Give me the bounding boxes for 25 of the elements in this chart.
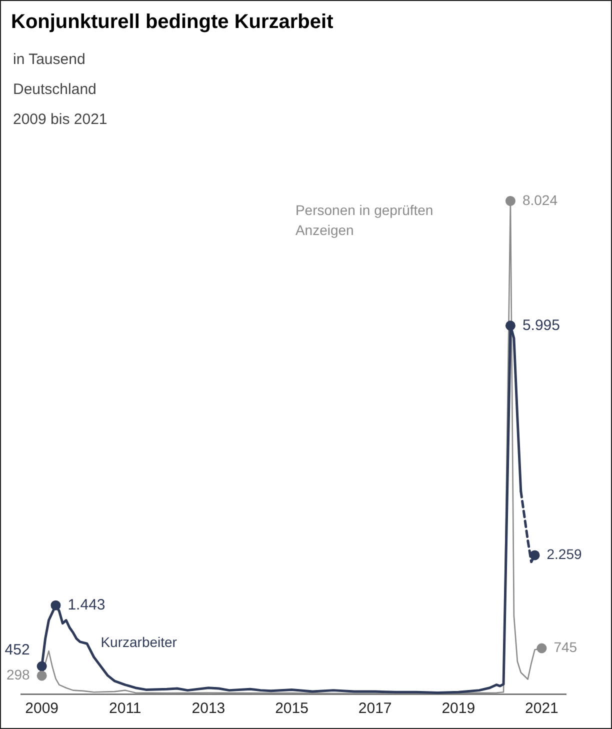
x-tick-label: 2011 — [109, 700, 142, 718]
data-label: 745 — [554, 639, 578, 656]
text: Personen in geprüften Anzeigen — [295, 202, 434, 238]
x-tick-label: 2009 — [25, 700, 59, 718]
chart-subtitle: in Tausend Deutschland 2009 bis 2021 — [13, 50, 108, 130]
x-tick-label: 2021 — [525, 700, 558, 718]
point — [36, 661, 47, 672]
data-label: 452 — [4, 641, 30, 658]
chart-title: Konjunkturell bedingte Kurzarbeit — [11, 11, 334, 34]
data-label: 298 — [6, 666, 30, 683]
point — [50, 600, 61, 610]
x-tick-label: 2013 — [192, 700, 226, 718]
point — [505, 320, 516, 331]
series-label: Kurzarbeiter — [100, 634, 178, 650]
x-tick-label: 2019 — [442, 700, 476, 718]
data-label: 8.024 — [522, 192, 558, 208]
point — [530, 550, 540, 560]
point — [36, 670, 47, 681]
point — [536, 643, 547, 654]
data-label: 2.259 — [546, 546, 582, 562]
x-tick-label: 2017 — [358, 700, 392, 718]
point — [505, 196, 516, 206]
data-label: 5.995 — [522, 316, 560, 334]
x-tick-label: 2015 — [275, 700, 308, 718]
data-label: 1.443 — [68, 596, 106, 614]
